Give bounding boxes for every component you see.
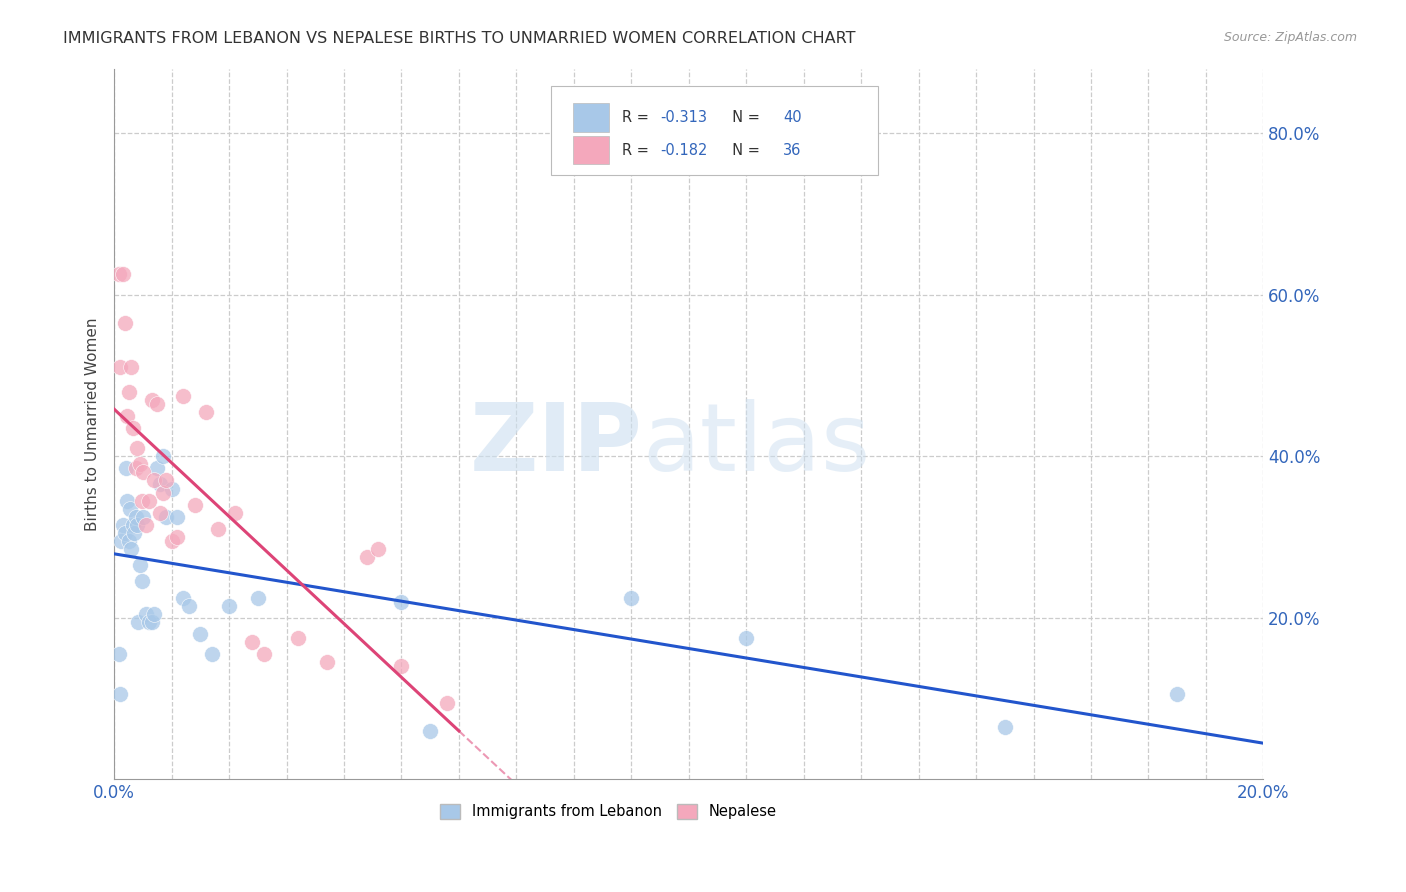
Point: [143, 474, 166, 488]
Point: [195, 405, 218, 419]
Point: [246, 591, 269, 605]
Text: -0.182: -0.182: [659, 143, 707, 158]
Point: [111, 268, 134, 282]
Point: [152, 485, 174, 500]
Point: [114, 525, 136, 540]
Point: [115, 409, 138, 423]
Point: [240, 635, 263, 649]
Point: [391, 594, 413, 608]
Point: [132, 509, 155, 524]
Point: [994, 720, 1017, 734]
Point: [127, 441, 149, 455]
Point: [224, 506, 246, 520]
Point: [129, 457, 152, 471]
Point: [735, 631, 758, 645]
Point: [146, 461, 169, 475]
Point: [131, 493, 153, 508]
Point: [132, 466, 155, 480]
Point: [114, 461, 136, 475]
Point: [143, 607, 166, 621]
Point: [120, 501, 142, 516]
Point: [129, 558, 152, 573]
Point: [391, 659, 413, 673]
Text: 36: 36: [783, 143, 801, 158]
Y-axis label: Births to Unmarried Women: Births to Unmarried Women: [86, 318, 100, 531]
Point: [120, 360, 142, 375]
Point: [419, 723, 441, 738]
Text: IMMIGRANTS FROM LEBANON VS NEPALESE BIRTHS TO UNMARRIED WOMEN CORRELATION CHART: IMMIGRANTS FROM LEBANON VS NEPALESE BIRT…: [63, 31, 856, 46]
Point: [108, 360, 131, 375]
Point: [111, 517, 134, 532]
Point: [146, 397, 169, 411]
Point: [152, 449, 174, 463]
Point: [115, 493, 138, 508]
Point: [367, 542, 389, 557]
Text: R =: R =: [621, 143, 654, 158]
Text: R =: R =: [621, 110, 654, 125]
Point: [138, 615, 160, 629]
Point: [201, 647, 224, 661]
Point: [160, 482, 183, 496]
Point: [124, 525, 146, 540]
Point: [135, 607, 157, 621]
Point: [114, 316, 136, 330]
Text: 40: 40: [783, 110, 801, 125]
Point: [120, 542, 142, 557]
Text: N =: N =: [723, 110, 765, 125]
Point: [127, 615, 149, 629]
Point: [252, 647, 274, 661]
Point: [149, 477, 172, 491]
Text: Source: ZipAtlas.com: Source: ZipAtlas.com: [1223, 31, 1357, 45]
Text: atlas: atlas: [643, 400, 872, 491]
Point: [149, 506, 172, 520]
Point: [138, 493, 160, 508]
Point: [117, 534, 139, 549]
Point: [183, 498, 205, 512]
Point: [107, 268, 129, 282]
Text: -0.313: -0.313: [659, 110, 707, 125]
Text: ZIP: ZIP: [470, 400, 643, 491]
Point: [110, 534, 132, 549]
Point: [172, 389, 194, 403]
Point: [315, 655, 337, 669]
Point: [155, 509, 177, 524]
Point: [177, 599, 200, 613]
Point: [131, 574, 153, 589]
Point: [107, 647, 129, 661]
Point: [620, 591, 643, 605]
FancyBboxPatch shape: [572, 103, 609, 132]
Point: [135, 517, 157, 532]
Point: [121, 517, 143, 532]
Point: [172, 591, 194, 605]
FancyBboxPatch shape: [551, 87, 879, 175]
Point: [121, 421, 143, 435]
Point: [190, 627, 212, 641]
Point: [287, 631, 309, 645]
Point: [166, 530, 188, 544]
Point: [141, 392, 163, 407]
Point: [155, 474, 177, 488]
Legend: Immigrants from Lebanon, Nepalese: Immigrants from Lebanon, Nepalese: [434, 798, 783, 825]
Point: [356, 550, 378, 565]
Point: [166, 509, 188, 524]
Point: [1166, 688, 1188, 702]
Point: [117, 384, 139, 399]
Point: [125, 461, 148, 475]
Point: [436, 696, 458, 710]
Point: [127, 517, 149, 532]
Point: [108, 688, 131, 702]
FancyBboxPatch shape: [572, 136, 609, 164]
Point: [141, 615, 163, 629]
Point: [125, 509, 148, 524]
Point: [160, 534, 183, 549]
Point: [218, 599, 240, 613]
Point: [207, 522, 229, 536]
Text: N =: N =: [723, 143, 765, 158]
